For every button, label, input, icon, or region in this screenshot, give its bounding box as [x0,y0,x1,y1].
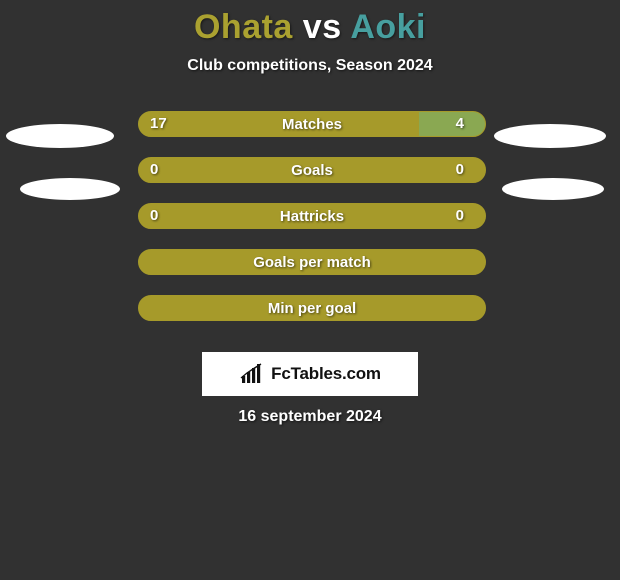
stat-label: Hattricks [139,204,485,229]
comparison-infographic: Ohata vs Aoki Club competitions, Season … [0,0,620,580]
stat-bar-track: Goals per match [138,249,486,275]
stat-value-left: 0 [150,203,158,229]
stat-value-right: 4 [456,111,464,137]
stat-bar-track: Hattricks [138,203,486,229]
stat-label: Goals per match [139,250,485,275]
stat-row: Hattricks0 0 [0,203,620,249]
stat-bar-track: Min per goal [138,295,486,321]
title: Ohata vs Aoki [0,0,620,47]
stat-value-left: 17 [150,111,167,137]
side-ellipse [20,178,120,200]
side-ellipse [494,124,606,148]
title-player1: Ohata [194,8,293,46]
stat-bar-track: Matches [138,111,486,137]
side-ellipse [6,124,114,148]
stat-label: Min per goal [139,296,485,321]
footer-date: 16 september 2024 [0,408,620,426]
stat-value-right: 0 [456,203,464,229]
title-vs: vs [303,8,342,46]
stat-row: Goals per match [0,249,620,295]
footer-brand-text: FcTables.com [271,364,381,384]
stat-value-left: 0 [150,157,158,183]
stat-bar-track: Goals [138,157,486,183]
stat-bar-right [419,112,485,137]
subtitle: Club competitions, Season 2024 [0,57,620,75]
title-player2: Aoki [350,8,426,46]
stat-bar-left [139,112,419,137]
footer-brand-box: FcTables.com [202,352,418,396]
stat-label: Goals [139,158,485,183]
side-ellipse [502,178,604,200]
bar-chart-icon [239,363,267,385]
stat-row: Min per goal [0,295,620,341]
stat-value-right: 0 [456,157,464,183]
